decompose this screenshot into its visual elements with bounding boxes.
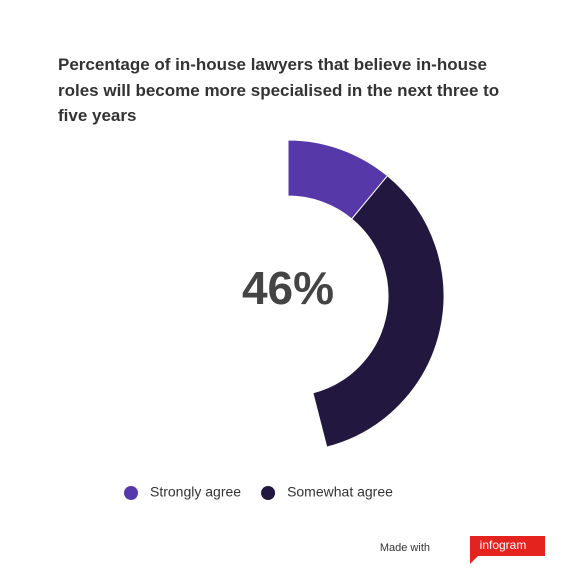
made-with: Made with (380, 542, 430, 554)
legend-swatch (261, 486, 276, 500)
donut-segment (312, 175, 445, 448)
legend-swatch (124, 486, 138, 500)
brand-badge (470, 536, 545, 564)
center-label: 46% (242, 262, 334, 314)
legend-label: Strongly agree (150, 484, 241, 500)
chart-title: Percentage of in-house lawyers that beli… (58, 55, 500, 125)
brand: infogram (480, 538, 527, 552)
legend-label: Somewhat agree (287, 484, 393, 500)
